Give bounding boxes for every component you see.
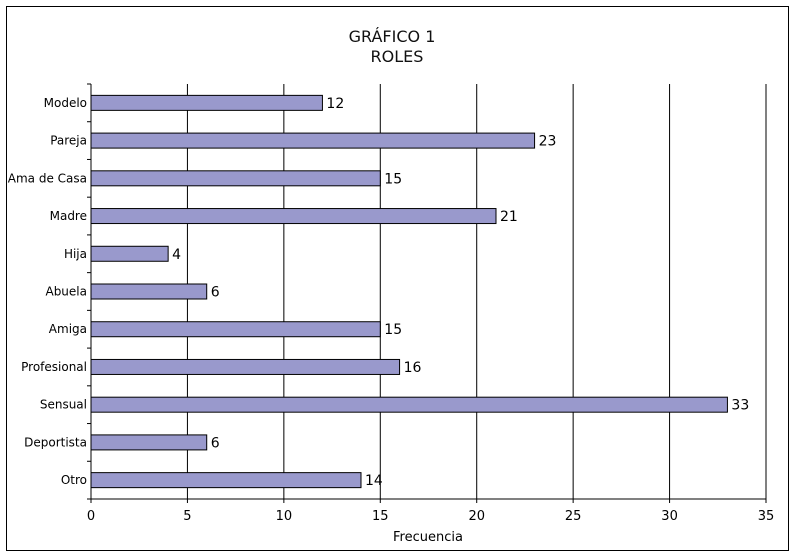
bar-8 [90, 396, 728, 413]
data-label-1: 23 [539, 134, 557, 150]
x-tick-label-0: 0 [87, 509, 95, 524]
chart-title-line-1: GRÁFICO 1 [349, 27, 436, 46]
bar-0 [90, 94, 323, 111]
bar-6 [90, 321, 381, 338]
category-label-7: Profesional [21, 360, 87, 374]
data-label-6: 15 [384, 322, 402, 338]
data-label-10: 14 [365, 473, 383, 489]
bar-4 [90, 245, 169, 262]
data-label-2: 15 [384, 171, 402, 187]
category-label-10: Otro [61, 473, 87, 487]
bar-3 [90, 208, 497, 225]
bar-10 [90, 472, 362, 489]
bar-7 [90, 358, 401, 375]
x-tick-label-3: 15 [372, 509, 389, 524]
category-label-0: Modelo [44, 96, 87, 110]
data-label-9: 6 [211, 435, 220, 451]
x-tick-label-4: 20 [468, 509, 485, 524]
category-label-9: Deportista [24, 435, 87, 449]
bar-1 [90, 132, 536, 149]
data-label-5: 6 [211, 285, 220, 301]
data-label-3: 21 [500, 209, 518, 225]
x-tick-label-5: 25 [565, 509, 582, 524]
category-label-3: Madre [50, 209, 87, 223]
category-label-4: Hija [64, 247, 87, 261]
data-label-0: 12 [326, 96, 344, 112]
category-label-6: Amiga [49, 322, 87, 336]
data-label-7: 16 [404, 360, 422, 376]
x-tick-label-1: 5 [183, 509, 191, 524]
data-label-4: 4 [172, 247, 181, 263]
category-label-2: Ama de Casa [8, 171, 87, 185]
x-tick-label-6: 30 [661, 509, 678, 524]
category-label-8: Sensual [40, 398, 87, 412]
bar-9 [90, 434, 208, 451]
x-tick-label-2: 10 [276, 509, 293, 524]
x-tick-label-7: 35 [758, 509, 775, 524]
category-label-1: Pareja [50, 134, 87, 148]
data-label-8: 33 [731, 398, 749, 414]
plot-area: Modelo 12 Pareja 23 Ama de Casa 15 Madre 21 Hija… [8, 83, 775, 524]
x-axis-title: Frecuencia [393, 530, 463, 545]
chart-title-line-2: ROLES [371, 47, 424, 66]
bar-2 [90, 170, 381, 187]
bar-5 [90, 283, 208, 300]
category-label-5: Abuela [45, 285, 87, 299]
